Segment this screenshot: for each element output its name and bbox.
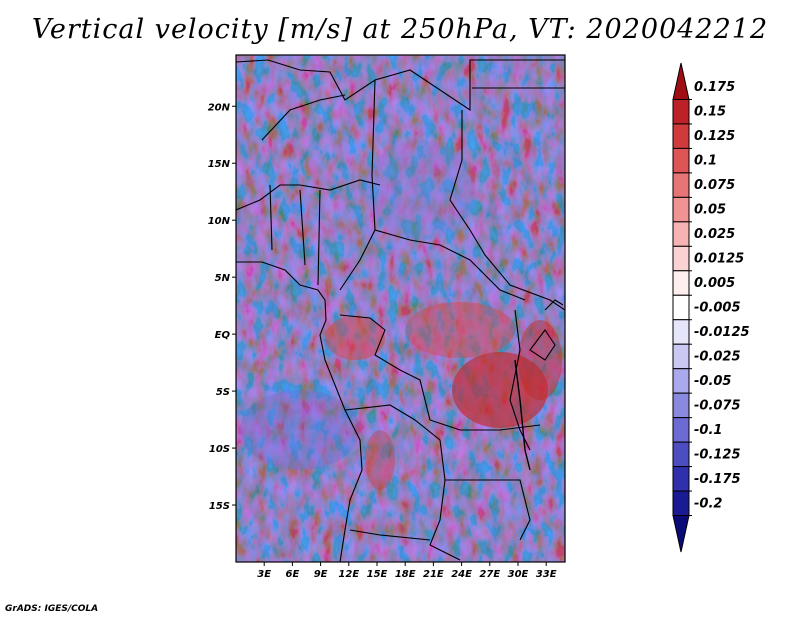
colorbar-arrow-top	[672, 62, 690, 100]
colorbar-swatch	[672, 245, 690, 272]
colorbar-swatch	[672, 417, 690, 443]
borders	[236, 59, 565, 562]
colorbar-label: 0.0125	[694, 252, 744, 267]
colorbar-label: -0.125	[694, 447, 741, 462]
colorbar-swatch	[672, 392, 690, 419]
colorbar-label: -0.175	[694, 472, 741, 487]
lat-tick-label: 10S	[209, 444, 230, 455]
colorbar-swatch	[672, 270, 690, 296]
colorbar-label: -0.0125	[694, 325, 750, 340]
lon-tick-label: 24E	[451, 569, 472, 580]
colorbar-swatch	[672, 172, 690, 198]
colorbar-label: -0.1	[694, 423, 722, 438]
lat-tick-label: EQ	[215, 330, 231, 341]
lon-tick-label: 12E	[338, 569, 359, 580]
colorbar-arrow-bottom	[672, 515, 690, 553]
colorbar-label: 0.1	[694, 154, 717, 169]
lon-tick-label: 9E	[314, 569, 328, 580]
lon-tick-label: 6E	[286, 569, 300, 580]
colorbar-swatch	[672, 294, 690, 321]
colorbar-label: 0.075	[694, 178, 735, 193]
lat-tick-label: 15N	[208, 159, 231, 170]
colorbar-swatch	[672, 343, 690, 370]
velocity-field	[236, 55, 565, 562]
lon-tick-label: 21E	[423, 569, 444, 580]
colorbar-swatch	[672, 221, 690, 247]
colorbar-swatch	[672, 123, 690, 149]
lon-tick-label: 33E	[536, 569, 557, 580]
colorbar-label: 0.125	[694, 129, 735, 144]
colorbar-swatch	[672, 368, 690, 394]
colorbar-label: -0.075	[694, 398, 741, 413]
credit-label: GrADS: IGES/COLA	[5, 604, 99, 614]
lon-tick-label: 3E	[257, 569, 271, 580]
map-frame	[235, 54, 566, 563]
lon-tick-label: 27E	[479, 569, 500, 580]
colorbar-swatch	[672, 466, 690, 492]
lon-tick-label: 30E	[508, 569, 529, 580]
colorbar-label: 0.05	[694, 203, 726, 218]
colorbar-swatch	[672, 490, 690, 517]
colorbar-label: 0.15	[694, 105, 726, 120]
lat-tick-label: 10N	[208, 216, 231, 227]
lat-tick-label: 15S	[209, 501, 230, 512]
colorbar-swatch	[672, 319, 690, 345]
lat-tick-label: 20N	[208, 102, 231, 113]
lat-tick-label: 5S	[216, 387, 230, 398]
colorbar-label: -0.025	[694, 349, 741, 364]
colorbar-label: -0.2	[694, 496, 722, 511]
colorbar-swatch	[672, 441, 690, 468]
chart-title: Vertical velocity [m/s] at 250hPa, VT: 2…	[31, 14, 769, 45]
longitude-axis: 3E 6E 9E 12E 15E 18E 21E 24E 27E 30E 33E	[257, 562, 557, 580]
colorbar-swatch	[672, 196, 690, 223]
colorbar-label: -0.05	[694, 374, 731, 389]
colorbar-swatch	[672, 147, 690, 174]
colorbar-label: 0.005	[694, 276, 735, 291]
colorbar: 0.175 0.15 0.125 0.1 0.075 0.05 0.025 0.0125 0.0…	[672, 62, 750, 553]
colorbar-swatch	[672, 98, 690, 125]
colorbar-label: 0.175	[694, 80, 735, 95]
colorbar-label: 0.025	[694, 227, 735, 242]
lon-tick-label: 18E	[395, 569, 416, 580]
lat-tick-label: 5N	[215, 273, 231, 284]
latitude-axis: 20N 15N 10N 5N EQ 5S 10S 15S	[208, 102, 236, 512]
colorbar-label: -0.005	[694, 301, 741, 316]
lon-tick-label: 15E	[367, 569, 388, 580]
